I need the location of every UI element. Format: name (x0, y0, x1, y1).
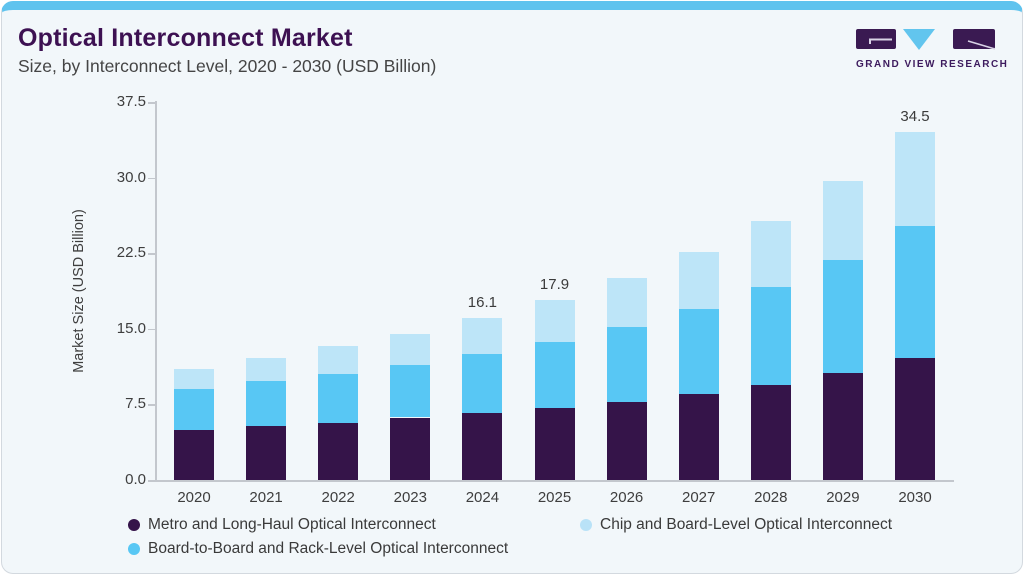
legend-label: Board-to-Board and Rack-Level Optical In… (148, 540, 509, 557)
y-tick (148, 328, 155, 331)
legend-dot-icon (580, 519, 592, 531)
y-axis-line (155, 101, 157, 481)
page-title: Optical Interconnect Market (18, 24, 353, 52)
bar-segment-2022 (318, 374, 359, 423)
bar-segment-2020 (174, 369, 214, 390)
bar-segment-2025 (534, 341, 575, 409)
bar-segment-2026 (606, 278, 647, 327)
bar-segment-2021 (246, 381, 287, 426)
bar-segment-2030 (895, 132, 935, 226)
bar-segment-2023 (390, 365, 431, 418)
bar-segment-2028 (750, 220, 791, 288)
y-tick-label: 7.5 (125, 395, 146, 413)
x-axis-label: 2030 (898, 489, 932, 506)
y-tick-label: 22.5 (116, 244, 146, 262)
x-axis-line (148, 480, 954, 482)
bar-total-label: 16.1 (467, 293, 497, 311)
bar-segment-2027 (678, 252, 719, 309)
gvr-logo-wordmark: GRAND VIEW RESEARCH (856, 59, 1009, 70)
bar-segment-2021 (246, 358, 287, 382)
y-tick-label: 37.5 (116, 93, 146, 110)
bar-segment-2030 (895, 225, 935, 359)
legend-item-chip-board-level: Chip and Board-Level Optical Interconnec… (580, 516, 892, 534)
bar-segment-2025 (534, 299, 575, 342)
bar-segment-2020 (174, 389, 214, 430)
bar-segment-2027 (678, 308, 719, 395)
bar-segment-2027 (678, 394, 719, 480)
bar-segment-2028 (750, 287, 791, 386)
bar-segment-2021 (246, 425, 287, 480)
x-axis-label: 2027 (682, 489, 716, 506)
bar-segment-2029 (822, 260, 863, 374)
bar-total-label: 17.9 (539, 275, 570, 293)
bar-segment-2024 (462, 354, 503, 414)
grand-view-research-logo: GRAND VIEW RESEARCH (856, 29, 1009, 70)
bar-segment-2026 (606, 402, 647, 480)
gvr-logo-icon (856, 29, 996, 50)
y-tick (148, 404, 155, 406)
y-tick-label: 15.0 (116, 319, 146, 337)
bar-segment-2029 (822, 180, 863, 261)
y-tick (148, 177, 155, 180)
y-tick (148, 102, 155, 104)
bar-segment-2023 (390, 417, 431, 480)
page-subtitle: Size, by Interconnect Level, 2020 - 2030… (18, 56, 437, 76)
bar-segment-2024 (462, 317, 503, 354)
legend-item-metro-long-haul: Metro and Long-Haul Optical Interconnect (128, 516, 436, 534)
bar-segment-2025 (534, 408, 575, 480)
x-axis-label: 2021 (249, 489, 283, 506)
legend-label: Chip and Board-Level Optical Interconnec… (600, 516, 893, 533)
x-axis-label: 2024 (465, 489, 500, 506)
bar-segment-2023 (390, 333, 431, 366)
x-axis-label: 2023 (393, 489, 427, 506)
bar-total-label: 34.5 (900, 108, 930, 126)
x-axis-label: 2029 (826, 489, 860, 506)
y-tick-label: 30.0 (116, 168, 146, 186)
bar-segment-2028 (750, 385, 791, 480)
y-tick-label: 0.0 (125, 471, 146, 488)
x-axis-label: 2020 (177, 489, 211, 506)
legend-dot-icon (128, 543, 140, 555)
bar-segment-2029 (822, 373, 863, 480)
bar-segment-2020 (174, 429, 214, 480)
x-axis-label: 2025 (537, 489, 572, 506)
legend-item-board-to-board-rack-level: Board-to-Board and Rack-Level Optical In… (128, 540, 508, 558)
bar-segment-2026 (606, 326, 647, 403)
bar-segment-2030 (895, 358, 935, 480)
x-axis-label: 2022 (321, 489, 355, 506)
y-tick (148, 253, 155, 255)
bar-segment-2024 (462, 413, 503, 480)
y-tick (148, 480, 155, 482)
x-axis-label: 2028 (754, 489, 788, 506)
bar-segment-2022 (318, 345, 359, 375)
x-axis-label: 2026 (609, 489, 644, 506)
legend-dot-icon (128, 519, 140, 531)
bar-segment-2022 (318, 422, 359, 480)
legend-label: Metro and Long-Haul Optical Interconnect (148, 516, 436, 533)
